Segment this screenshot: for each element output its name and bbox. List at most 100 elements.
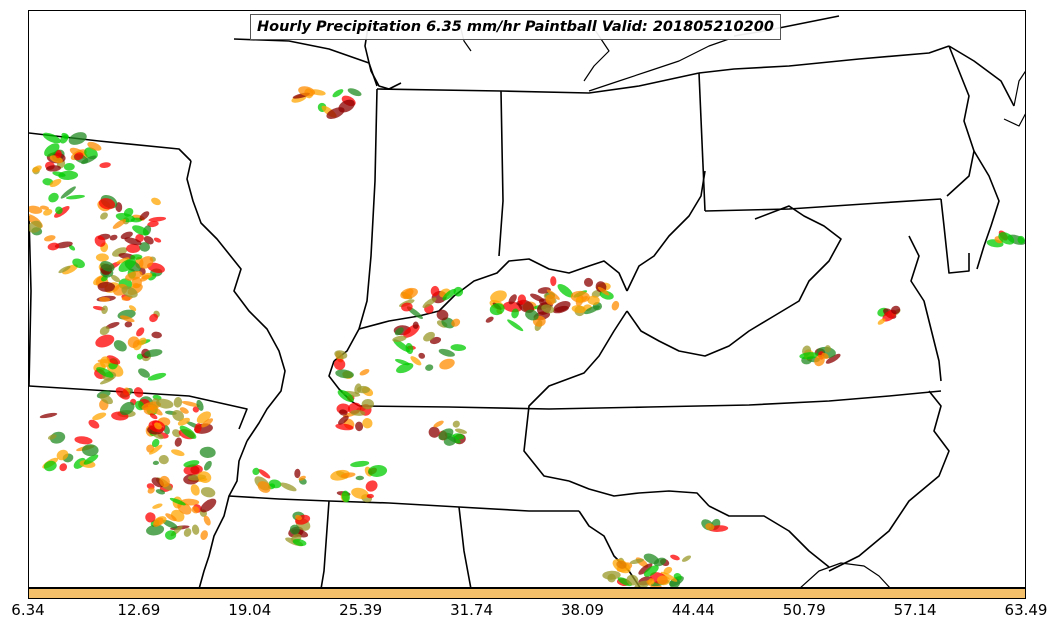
- precip-blob: [66, 194, 85, 200]
- precip-blob: [58, 265, 71, 274]
- precip-blob: [146, 524, 165, 536]
- precip-blob: [68, 245, 76, 251]
- precip-blob: [511, 308, 519, 319]
- precip-blob: [410, 356, 422, 366]
- precip-blob: [361, 398, 374, 410]
- precip-blob: [151, 331, 162, 339]
- precip-blob: [203, 515, 211, 526]
- precip-blob: [147, 221, 159, 228]
- precip-blob: [55, 149, 62, 159]
- precip-blob: [422, 297, 437, 308]
- precip-blob: [158, 454, 169, 465]
- precip-blob: [570, 290, 590, 303]
- precip-blob: [359, 369, 370, 376]
- precip-blob: [334, 350, 348, 359]
- precip-blob: [453, 286, 464, 297]
- precip-blob: [39, 412, 58, 419]
- precip-blob: [44, 235, 56, 242]
- precip-blob: [705, 523, 715, 531]
- precip-blob: [332, 89, 344, 98]
- precip-blob: [200, 530, 208, 540]
- precip-blob: [190, 484, 200, 496]
- precip-blob: [425, 364, 434, 371]
- precip-blob: [39, 205, 50, 210]
- precip-blob: [155, 398, 174, 409]
- precip-blob: [171, 449, 185, 457]
- precip-blob: [152, 460, 159, 466]
- precip-blob: [99, 393, 113, 405]
- precip-blob: [626, 574, 639, 586]
- precip-blob: [60, 186, 76, 199]
- precip-blob: [430, 285, 440, 297]
- precip-blob: [295, 514, 302, 521]
- precip-blob: [201, 418, 214, 428]
- precip-blob: [87, 141, 102, 151]
- precip-blob: [350, 460, 370, 468]
- state-boundaries: [29, 15, 1025, 587]
- precip-blob: [338, 415, 349, 425]
- precip-blob: [162, 519, 178, 529]
- precip-blob: [177, 501, 192, 515]
- precip-blob: [68, 132, 87, 145]
- precip-blob: [643, 565, 659, 577]
- precip-blob: [485, 316, 494, 323]
- precip-blob: [83, 454, 99, 465]
- precip-blob: [59, 463, 68, 472]
- precip-blob: [423, 331, 435, 342]
- precip-blob: [116, 257, 130, 264]
- precip-blob: [128, 305, 137, 312]
- precip-blob: [347, 88, 362, 97]
- precip-blob: [350, 409, 366, 416]
- precip-blob: [153, 517, 164, 527]
- precip-blob: [553, 301, 571, 313]
- precip-blob: [490, 290, 507, 303]
- precipitation-paintball-blobs: [29, 86, 1025, 587]
- precip-blob: [47, 434, 57, 440]
- precip-blob: [294, 468, 301, 479]
- map-canvas: [29, 15, 1025, 587]
- precip-blob: [489, 303, 505, 316]
- precip-blob: [98, 296, 111, 302]
- precip-blob: [99, 377, 115, 385]
- precip-blob: [191, 524, 200, 535]
- precip-blob: [653, 557, 667, 567]
- precip-blob: [438, 348, 455, 357]
- precip-blob: [355, 475, 364, 481]
- precip-blob: [368, 465, 388, 477]
- precip-blob: [115, 387, 130, 400]
- precip-blob: [339, 409, 348, 416]
- precip-blob: [141, 401, 162, 411]
- precip-blob: [508, 294, 517, 305]
- precip-blob: [340, 472, 356, 478]
- precip-blob: [143, 235, 154, 245]
- precip-blob: [550, 276, 557, 287]
- precip-blob: [54, 241, 73, 249]
- precip-blob: [405, 342, 414, 355]
- precip-blob: [124, 237, 142, 246]
- precip-blob: [95, 253, 109, 262]
- precip-blob: [557, 283, 574, 298]
- precip-blob: [333, 358, 346, 371]
- precip-blob: [634, 580, 650, 587]
- precip-blob: [877, 318, 886, 325]
- precip-blob: [280, 482, 297, 492]
- precip-blob: [442, 288, 456, 301]
- precip-blob: [192, 406, 199, 413]
- precip-blob: [29, 205, 43, 214]
- precip-blob: [61, 132, 69, 140]
- precip-blob: [151, 197, 161, 206]
- precip-blob: [335, 423, 354, 431]
- colorbar-tick-label: 44.44: [671, 601, 715, 619]
- precip-blob: [174, 437, 182, 447]
- precip-blob: [200, 487, 216, 498]
- precip-blob: [148, 216, 167, 222]
- precip-blob: [252, 467, 260, 476]
- precip-blob: [121, 286, 138, 298]
- precip-blob: [74, 436, 93, 445]
- precip-blob: [177, 417, 190, 426]
- precip-blob: [575, 297, 583, 303]
- precip-blob: [99, 356, 110, 368]
- precip-blob: [147, 487, 155, 494]
- precip-blob: [335, 369, 354, 379]
- precip-blob: [365, 480, 378, 492]
